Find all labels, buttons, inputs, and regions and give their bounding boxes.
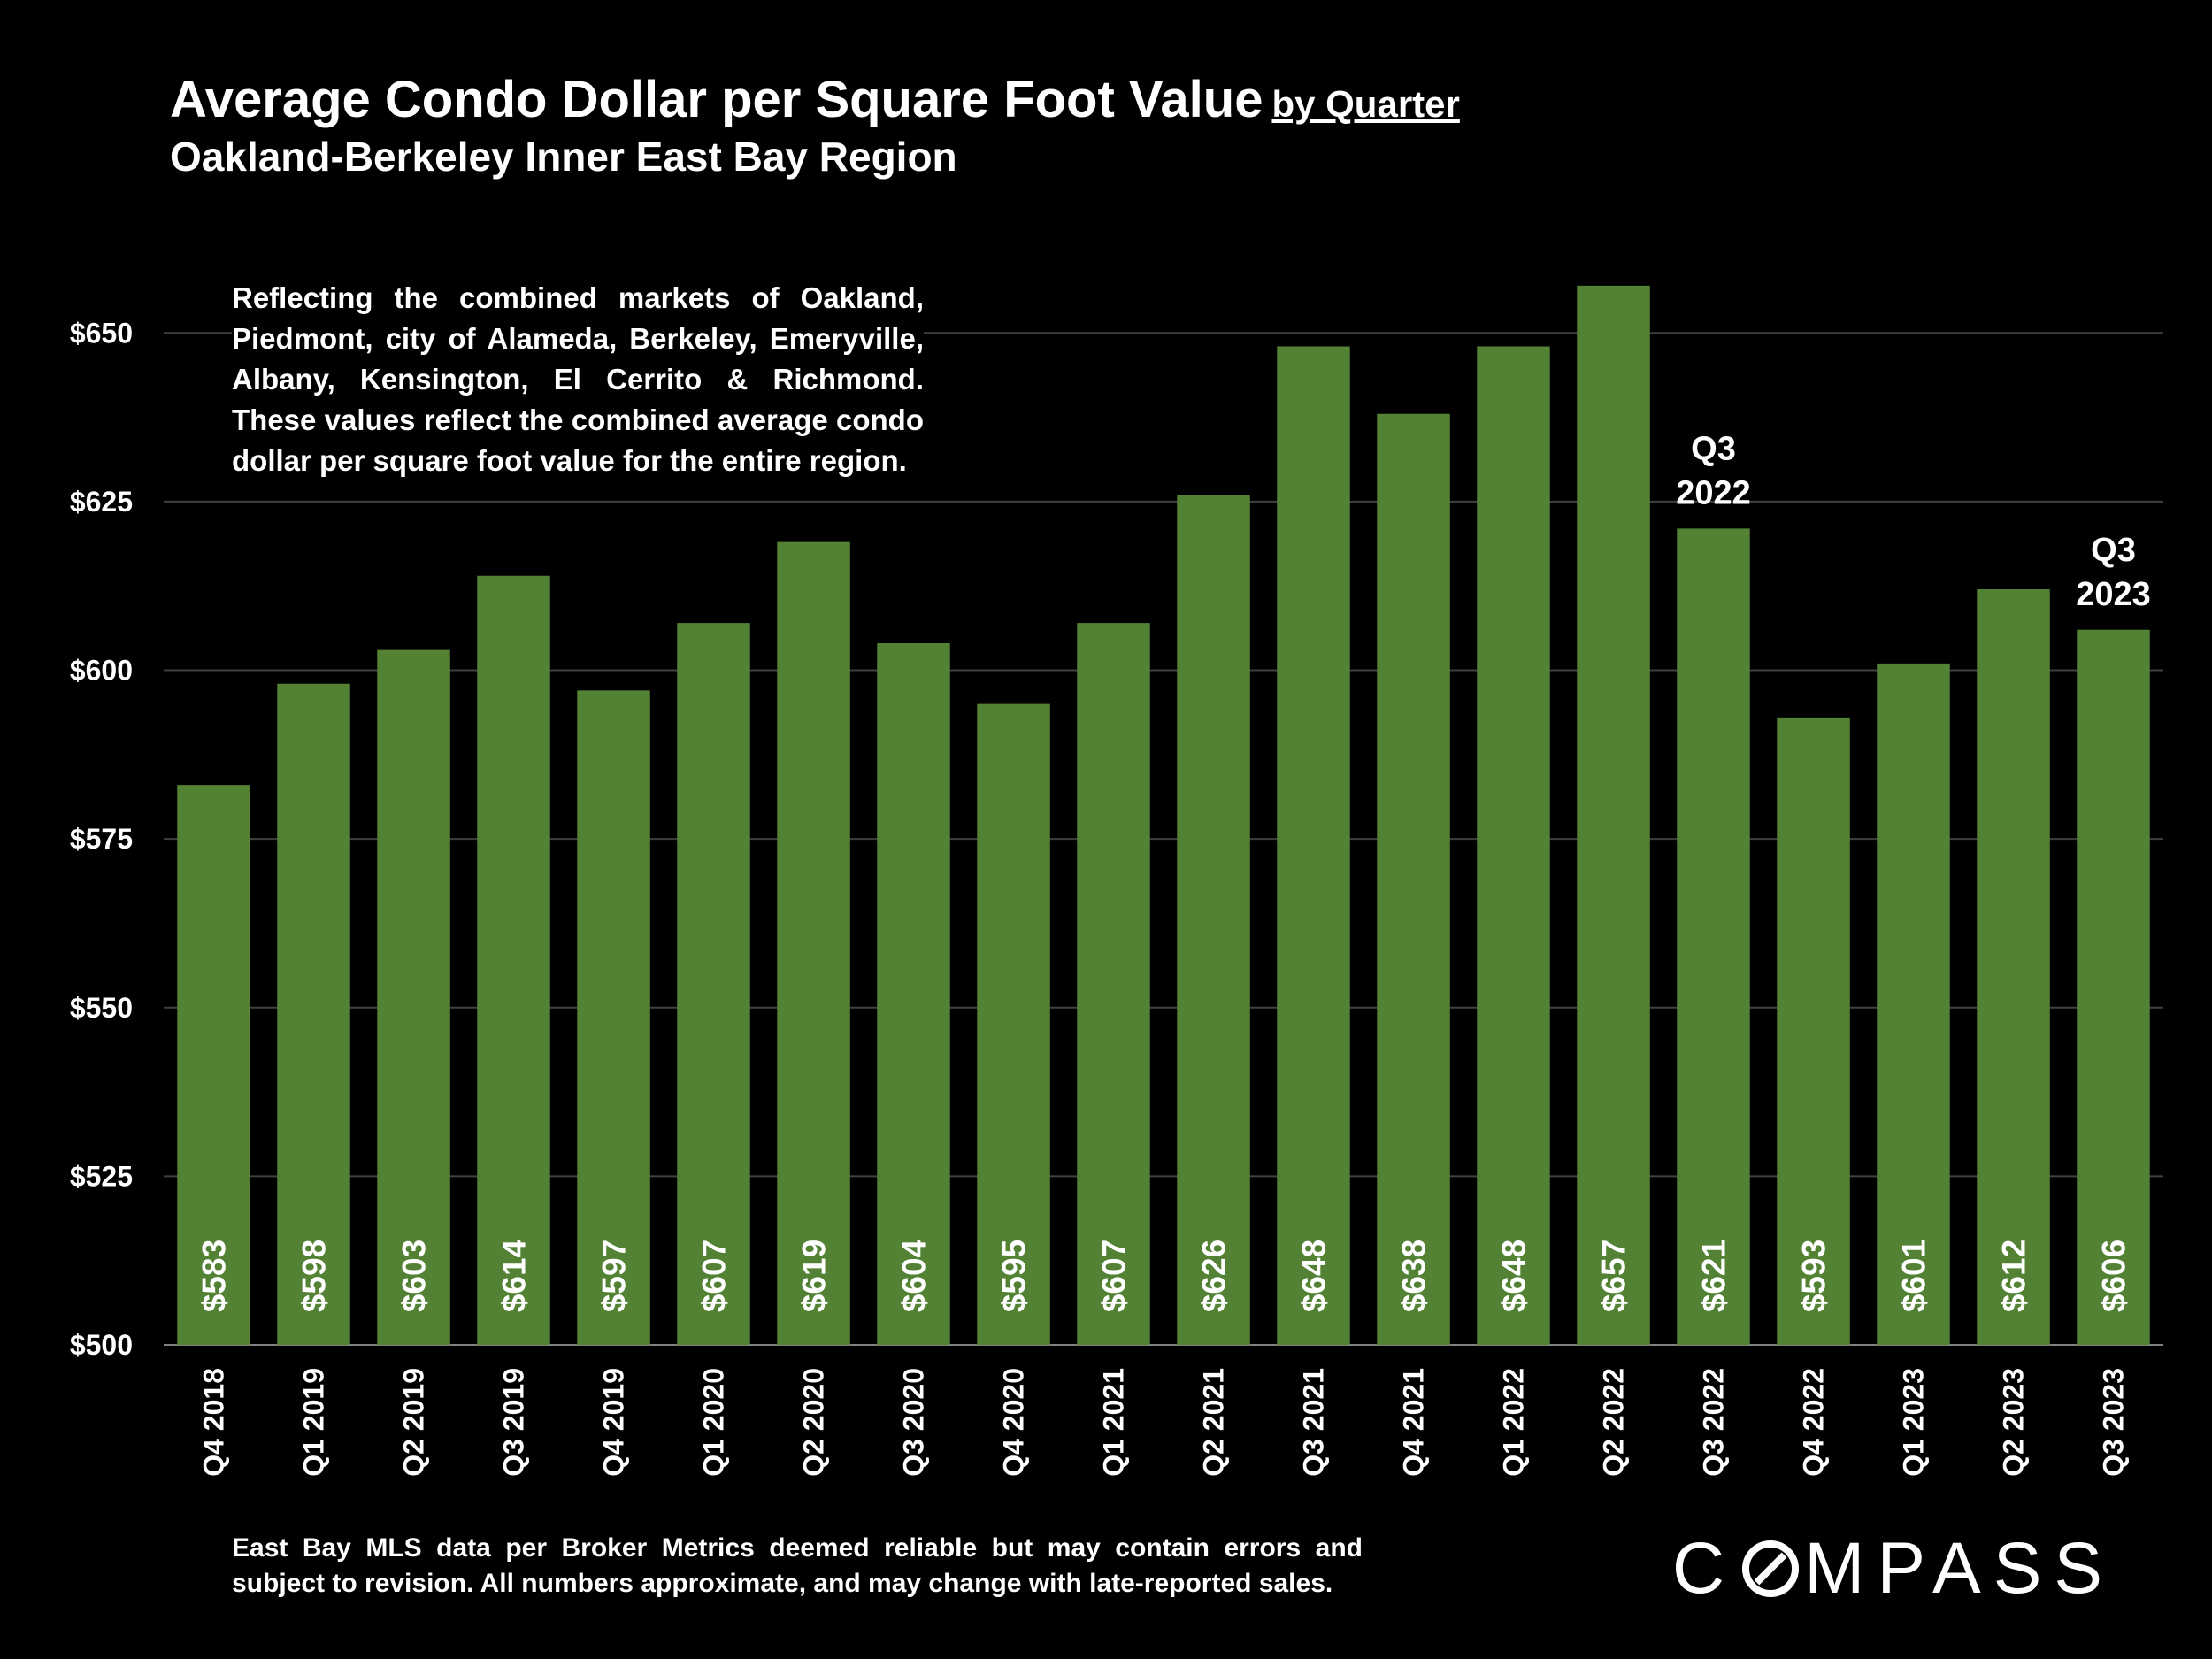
data-label: $621 (1696, 1240, 1732, 1312)
source-footnote: East Bay MLS data per Broker Metrics dee… (232, 1533, 1363, 1598)
data-label: $657 (1596, 1240, 1632, 1312)
data-label: $598 (296, 1240, 333, 1312)
data-label: $601 (1896, 1240, 1932, 1312)
data-label: $606 (2096, 1240, 2132, 1312)
data-label: $595 (996, 1240, 1033, 1312)
data-label: $597 (596, 1240, 633, 1312)
x-tick-label: Q2 2021 (1198, 1368, 1230, 1477)
y-tick-label: $500 (70, 1329, 133, 1361)
bar (1177, 495, 1250, 1345)
data-label: $638 (1396, 1240, 1432, 1312)
compass-logo: C MPASS (1655, 1528, 2132, 1609)
x-tick-label: Q2 2019 (398, 1368, 430, 1477)
bar (2077, 629, 2150, 1345)
chart-subtitle: Oakland-Berkeley Inner East Bay Region (170, 134, 957, 180)
x-tick-label: Q1 2021 (1098, 1368, 1130, 1477)
data-label: $648 (1296, 1240, 1333, 1312)
x-tick-label: Q2 2022 (1598, 1368, 1630, 1477)
data-label: $583 (196, 1240, 233, 1312)
bar-annotation: 2023 (2076, 576, 2151, 613)
bar (1277, 346, 1350, 1345)
compass-o-icon (1742, 1540, 1800, 1597)
description-note: Reflecting the combined markets of Oakla… (232, 276, 924, 483)
data-label: $607 (1096, 1240, 1133, 1312)
x-tick-label: Q4 2022 (1798, 1368, 1830, 1477)
data-label: $603 (396, 1240, 433, 1312)
bar (1777, 717, 1850, 1345)
data-label: $614 (496, 1239, 533, 1312)
x-tick-label: Q3 2020 (898, 1368, 930, 1477)
bar (1977, 589, 2050, 1345)
y-tick-label: $525 (70, 1160, 133, 1192)
data-label: $612 (1996, 1240, 2032, 1312)
data-label: $626 (1196, 1240, 1233, 1312)
y-tick-label: $650 (70, 317, 133, 349)
bar (877, 643, 950, 1345)
x-tick-label: Q1 2022 (1498, 1368, 1530, 1477)
x-tick-label: Q4 2018 (198, 1368, 230, 1477)
data-label: $648 (1496, 1240, 1532, 1312)
x-tick-label: Q3 2023 (2098, 1368, 2130, 1477)
x-tick-label: Q3 2021 (1298, 1368, 1330, 1477)
x-tick-label: Q4 2020 (998, 1368, 1030, 1477)
bar (477, 575, 550, 1345)
x-tick-label: Q4 2019 (598, 1368, 630, 1477)
bar (677, 623, 750, 1345)
bar (1577, 285, 1650, 1345)
bar (1077, 623, 1150, 1345)
data-label: $593 (1796, 1240, 1832, 1312)
x-tick-label: Q1 2019 (298, 1368, 330, 1477)
bar (977, 703, 1050, 1345)
data-label: $607 (696, 1240, 733, 1312)
bar (1877, 663, 1950, 1345)
x-tick-label: Q3 2022 (1698, 1368, 1730, 1477)
bar (277, 683, 350, 1345)
x-tick-label: Q4 2021 (1398, 1368, 1430, 1477)
bar (177, 785, 250, 1345)
bar (577, 690, 650, 1345)
x-tick-label: Q3 2019 (498, 1368, 530, 1477)
logo-text-start: C (1671, 1528, 1738, 1609)
y-tick-label: $550 (70, 992, 133, 1024)
data-label: $619 (796, 1240, 833, 1312)
chart-title: Average Condo Dollar per Square Foot Val… (170, 71, 1460, 130)
bar (1677, 528, 1750, 1345)
y-tick-label: $625 (70, 486, 133, 518)
x-tick-label: Q1 2020 (698, 1368, 730, 1477)
y-tick-label: $600 (70, 655, 133, 687)
bar-annotation: 2022 (1676, 474, 1751, 511)
y-tick-label: $575 (70, 823, 133, 855)
bar (377, 649, 450, 1345)
bar (777, 541, 850, 1345)
x-tick-label: Q2 2020 (798, 1368, 830, 1477)
bar (1477, 346, 1550, 1345)
bar-annotation: Q3 (2091, 532, 2136, 569)
chart-title-qualifier: by Quarter (1271, 83, 1460, 125)
logo-text-end: MPASS (1804, 1528, 2116, 1609)
bar-annotation: Q3 (1691, 430, 1736, 467)
bar (1377, 413, 1450, 1345)
x-tick-label: Q2 2023 (1998, 1368, 2030, 1477)
x-tick-label: Q1 2023 (1898, 1368, 1930, 1477)
data-label: $604 (896, 1239, 933, 1312)
chart-title-main: Average Condo Dollar per Square Foot Val… (170, 71, 1263, 128)
